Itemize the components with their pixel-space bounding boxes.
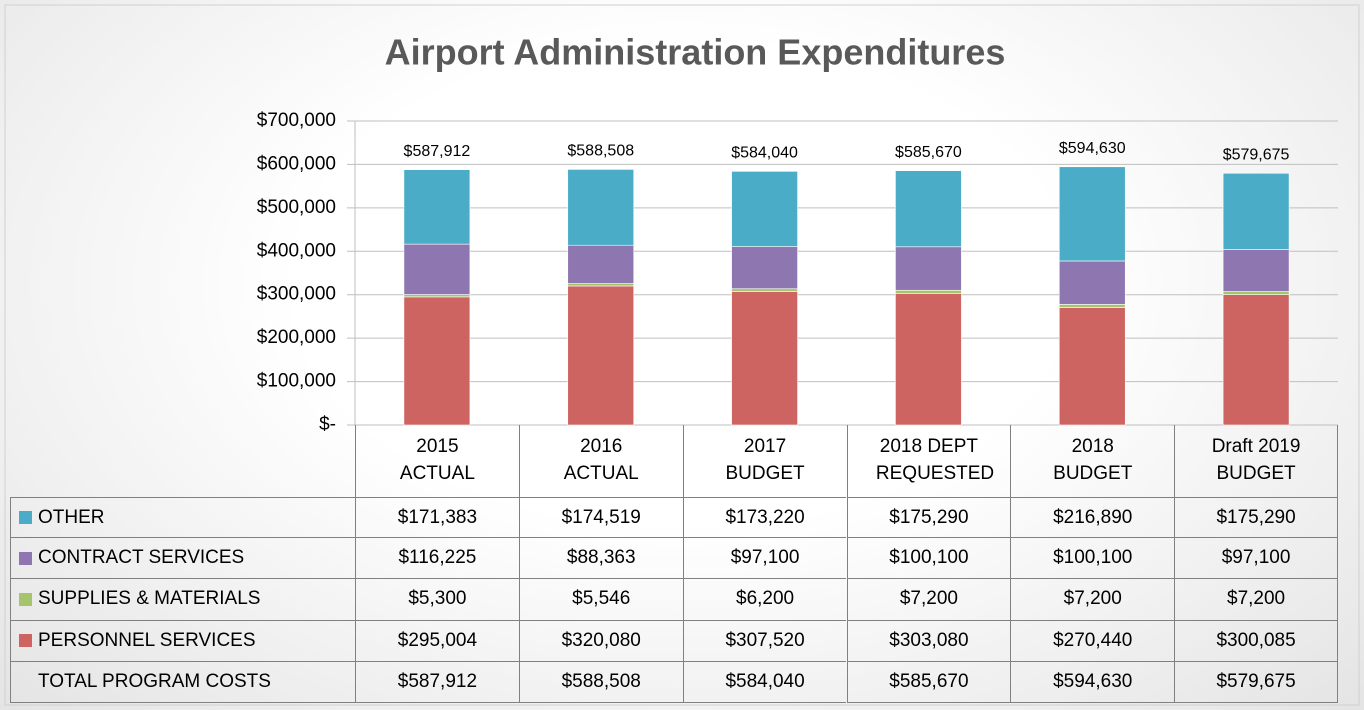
bar-segment bbox=[1222, 172, 1290, 250]
table-cell: $216,890 bbox=[1010, 497, 1175, 539]
y-tick-label: $700,000 bbox=[257, 110, 336, 131]
y-tick-label: $- bbox=[319, 414, 336, 435]
y-tick-label: $500,000 bbox=[257, 197, 336, 218]
category-label: Draft 2019 BUDGET bbox=[1211, 436, 1301, 484]
total-label: $585,670 bbox=[895, 144, 962, 161]
table-cell: $7,200 bbox=[1010, 579, 1175, 621]
legend-label: TOTAL PROGRAM COSTS bbox=[38, 670, 271, 692]
category-label: 2017 BUDGET bbox=[725, 436, 805, 484]
table-cell: $174,519 bbox=[518, 497, 683, 539]
bar-segment bbox=[567, 285, 635, 426]
bar-segment bbox=[403, 169, 471, 245]
bar-segment bbox=[403, 294, 471, 298]
bar-segment bbox=[895, 170, 962, 248]
bar-segment bbox=[1222, 294, 1290, 426]
bar-segment bbox=[567, 283, 635, 287]
category-cell: 2015 ACTUAL bbox=[355, 425, 519, 497]
total-label: $587,912 bbox=[404, 143, 471, 160]
table-cell: $5,546 bbox=[518, 579, 683, 621]
category-cell: 2016 ACTUAL bbox=[518, 425, 683, 497]
table-cell: $7,200 bbox=[846, 579, 1011, 621]
bar-segment bbox=[1058, 260, 1126, 305]
total-label: $584,040 bbox=[731, 145, 798, 162]
legend-cell: PERSONNEL SERVICES bbox=[10, 620, 355, 662]
table-cell: $6,200 bbox=[682, 579, 847, 621]
bar-segment bbox=[731, 288, 798, 292]
bar-segment bbox=[403, 296, 471, 426]
bar-segment bbox=[1058, 307, 1126, 426]
bar-segment bbox=[1058, 166, 1126, 262]
legend-swatch bbox=[19, 511, 32, 525]
legend-swatch bbox=[19, 551, 32, 565]
category-cell: Draft 2019 BUDGET bbox=[1174, 425, 1338, 497]
table-cell: $295,004 bbox=[355, 620, 519, 662]
legend-cell: SUPPLIES & MATERIALS bbox=[10, 579, 355, 621]
legend-label: PERSONNEL SERVICES bbox=[38, 629, 256, 651]
table-cell: $270,440 bbox=[1010, 620, 1175, 662]
table-cell: $175,290 bbox=[846, 497, 1011, 539]
category-cell: 2018 DEPT REQUESTED bbox=[846, 425, 1011, 497]
y-tick-label: $300,000 bbox=[257, 284, 336, 305]
table-cell: $588,508 bbox=[518, 661, 683, 703]
bar-segment bbox=[567, 244, 635, 284]
legend-cell: TOTAL PROGRAM COSTS bbox=[10, 661, 355, 703]
category-label: 2018 BUDGET bbox=[1053, 436, 1133, 484]
category-cell: 2018 BUDGET bbox=[1010, 425, 1174, 497]
category-cell: 2017 BUDGET bbox=[682, 425, 847, 497]
legend-swatch bbox=[19, 592, 32, 606]
table-cell: $88,363 bbox=[518, 538, 683, 580]
table-cell: $320,080 bbox=[518, 620, 683, 662]
table-cell: $587,912 bbox=[355, 661, 519, 703]
table-cell: $307,520 bbox=[682, 620, 847, 662]
bar-segment bbox=[895, 289, 962, 294]
table-cell: $7,200 bbox=[1174, 579, 1338, 621]
y-tick-label: $100,000 bbox=[257, 371, 336, 392]
bar-segment bbox=[731, 246, 798, 290]
bar-segment bbox=[1058, 304, 1126, 308]
table-cell: $97,100 bbox=[682, 538, 847, 580]
table-cell: $594,630 bbox=[1010, 661, 1175, 703]
table-cell: $97,100 bbox=[1174, 538, 1338, 580]
bar-segment bbox=[895, 246, 962, 291]
legend-label: CONTRACT SERVICES bbox=[38, 547, 245, 569]
total-label: $588,508 bbox=[567, 143, 634, 160]
y-tick-label: $400,000 bbox=[257, 240, 336, 261]
legend-cell: CONTRACT SERVICES bbox=[10, 538, 355, 580]
table-cell: $5,300 bbox=[355, 579, 519, 621]
table-cell: $175,290 bbox=[1174, 497, 1338, 539]
legend-label: OTHER bbox=[38, 506, 105, 528]
table-cell: $300,085 bbox=[1174, 620, 1338, 662]
total-label: $579,675 bbox=[1223, 146, 1290, 163]
table-cell: $100,100 bbox=[846, 538, 1011, 580]
bar-segment bbox=[567, 169, 635, 246]
table-cell: $579,675 bbox=[1174, 661, 1338, 703]
bar-segment bbox=[1222, 249, 1290, 292]
legend-label: SUPPLIES & MATERIALS bbox=[38, 588, 261, 610]
bar-segment bbox=[731, 171, 798, 247]
table-cell: $173,220 bbox=[682, 497, 847, 539]
chart-title: Airport Administration Expenditures bbox=[385, 32, 1006, 73]
y-tick-label: $600,000 bbox=[257, 153, 336, 174]
bar-segment bbox=[403, 243, 471, 295]
table-cell: $171,383 bbox=[355, 497, 519, 539]
category-label: 2015 ACTUAL bbox=[399, 436, 475, 484]
table-cell: $303,080 bbox=[846, 620, 1011, 662]
table-cell: $100,100 bbox=[1010, 538, 1175, 580]
bar-segment bbox=[1222, 291, 1290, 295]
y-tick-label: $200,000 bbox=[257, 327, 336, 348]
category-label: 2016 ACTUAL bbox=[563, 436, 639, 484]
legend-swatch bbox=[19, 634, 32, 648]
table-cell: $585,670 bbox=[846, 661, 1011, 703]
table-cell: $116,225 bbox=[355, 538, 519, 580]
total-label: $594,630 bbox=[1059, 140, 1126, 157]
table-cell: $584,040 bbox=[682, 661, 847, 703]
border bbox=[4, 4, 1360, 706]
bar-segment bbox=[895, 293, 962, 426]
legend-cell: OTHER bbox=[10, 497, 355, 539]
category-label: 2018 DEPT REQUESTED bbox=[875, 436, 995, 484]
bar-segment bbox=[731, 291, 798, 426]
